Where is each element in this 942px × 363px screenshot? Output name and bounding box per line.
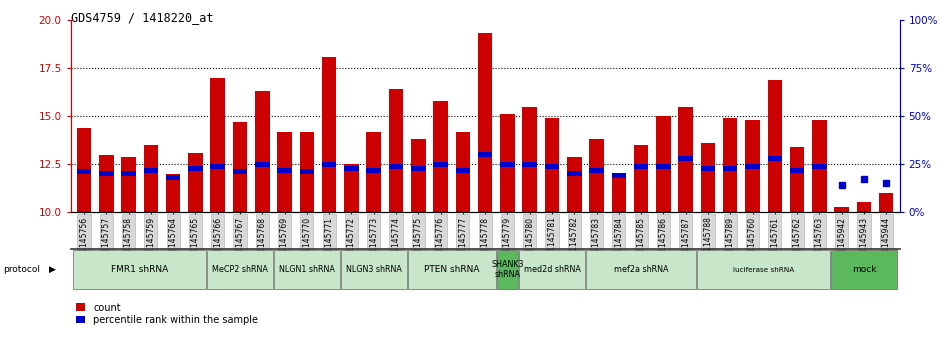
- Bar: [657, 164, 671, 169]
- Bar: [478, 152, 493, 157]
- Bar: [166, 174, 181, 212]
- Text: luciferase shRNA: luciferase shRNA: [733, 266, 794, 273]
- Bar: [389, 89, 403, 212]
- Bar: [188, 166, 203, 171]
- FancyBboxPatch shape: [586, 250, 696, 289]
- Bar: [77, 170, 91, 175]
- Bar: [255, 162, 269, 167]
- Bar: [678, 107, 693, 212]
- Bar: [789, 147, 804, 212]
- Bar: [122, 171, 136, 176]
- FancyBboxPatch shape: [496, 250, 518, 289]
- Text: med2d shRNA: med2d shRNA: [524, 265, 580, 274]
- Bar: [255, 91, 269, 212]
- Text: mef2a shRNA: mef2a shRNA: [614, 265, 669, 274]
- Bar: [879, 193, 893, 212]
- Bar: [678, 156, 693, 161]
- Bar: [233, 122, 247, 212]
- Text: NLGN3 shRNA: NLGN3 shRNA: [346, 265, 401, 274]
- Bar: [233, 170, 247, 175]
- Text: MeCP2 shRNA: MeCP2 shRNA: [212, 265, 268, 274]
- Bar: [745, 164, 760, 169]
- Text: SHANK3
shRNA: SHANK3 shRNA: [491, 260, 524, 279]
- Bar: [99, 171, 114, 176]
- FancyBboxPatch shape: [519, 250, 585, 289]
- Bar: [590, 139, 604, 212]
- Bar: [366, 131, 381, 212]
- Bar: [544, 118, 560, 212]
- Bar: [478, 33, 493, 212]
- Bar: [745, 120, 760, 212]
- FancyBboxPatch shape: [697, 250, 830, 289]
- Bar: [300, 131, 314, 212]
- Bar: [657, 116, 671, 212]
- Text: GDS4759 / 1418220_at: GDS4759 / 1418220_at: [71, 11, 213, 24]
- Bar: [143, 168, 158, 172]
- Bar: [344, 166, 359, 171]
- FancyBboxPatch shape: [274, 250, 340, 289]
- FancyBboxPatch shape: [341, 250, 407, 289]
- Bar: [634, 145, 648, 212]
- Bar: [210, 164, 225, 169]
- FancyBboxPatch shape: [207, 250, 273, 289]
- Bar: [411, 139, 426, 212]
- Bar: [567, 156, 581, 212]
- Text: PTEN shRNA: PTEN shRNA: [424, 265, 479, 274]
- Bar: [835, 207, 849, 212]
- FancyBboxPatch shape: [831, 250, 897, 289]
- Bar: [634, 164, 648, 169]
- Bar: [500, 114, 514, 212]
- Bar: [812, 120, 827, 212]
- Bar: [122, 156, 136, 212]
- Bar: [812, 164, 827, 169]
- Bar: [366, 168, 381, 172]
- Bar: [768, 156, 782, 161]
- Bar: [544, 164, 560, 169]
- Bar: [188, 153, 203, 212]
- Bar: [322, 57, 336, 212]
- Bar: [523, 162, 537, 167]
- Legend: count, percentile rank within the sample: count, percentile rank within the sample: [75, 302, 258, 325]
- Bar: [344, 164, 359, 212]
- Text: NLGN1 shRNA: NLGN1 shRNA: [279, 265, 334, 274]
- Bar: [456, 131, 470, 212]
- Bar: [789, 168, 804, 172]
- Bar: [322, 162, 336, 167]
- Bar: [567, 171, 581, 176]
- Bar: [500, 162, 514, 167]
- Bar: [77, 128, 91, 212]
- Text: protocol: protocol: [3, 265, 40, 274]
- Bar: [611, 178, 626, 212]
- Bar: [433, 101, 447, 212]
- Bar: [456, 168, 470, 172]
- Bar: [166, 175, 181, 180]
- Bar: [768, 79, 782, 212]
- Bar: [701, 143, 715, 212]
- Bar: [99, 155, 114, 212]
- Bar: [701, 166, 715, 171]
- Bar: [433, 162, 447, 167]
- Bar: [590, 168, 604, 172]
- Bar: [210, 78, 225, 212]
- FancyBboxPatch shape: [408, 250, 495, 289]
- Bar: [723, 118, 738, 212]
- Text: mock: mock: [852, 265, 876, 274]
- Text: ▶: ▶: [49, 265, 56, 274]
- Bar: [277, 168, 292, 172]
- Bar: [523, 107, 537, 212]
- Text: FMR1 shRNA: FMR1 shRNA: [111, 265, 169, 274]
- Bar: [856, 202, 871, 212]
- Bar: [411, 166, 426, 171]
- Bar: [389, 164, 403, 169]
- Bar: [611, 173, 626, 178]
- Bar: [277, 131, 292, 212]
- Bar: [143, 145, 158, 212]
- Bar: [723, 166, 738, 171]
- Bar: [300, 170, 314, 175]
- FancyBboxPatch shape: [73, 250, 206, 289]
